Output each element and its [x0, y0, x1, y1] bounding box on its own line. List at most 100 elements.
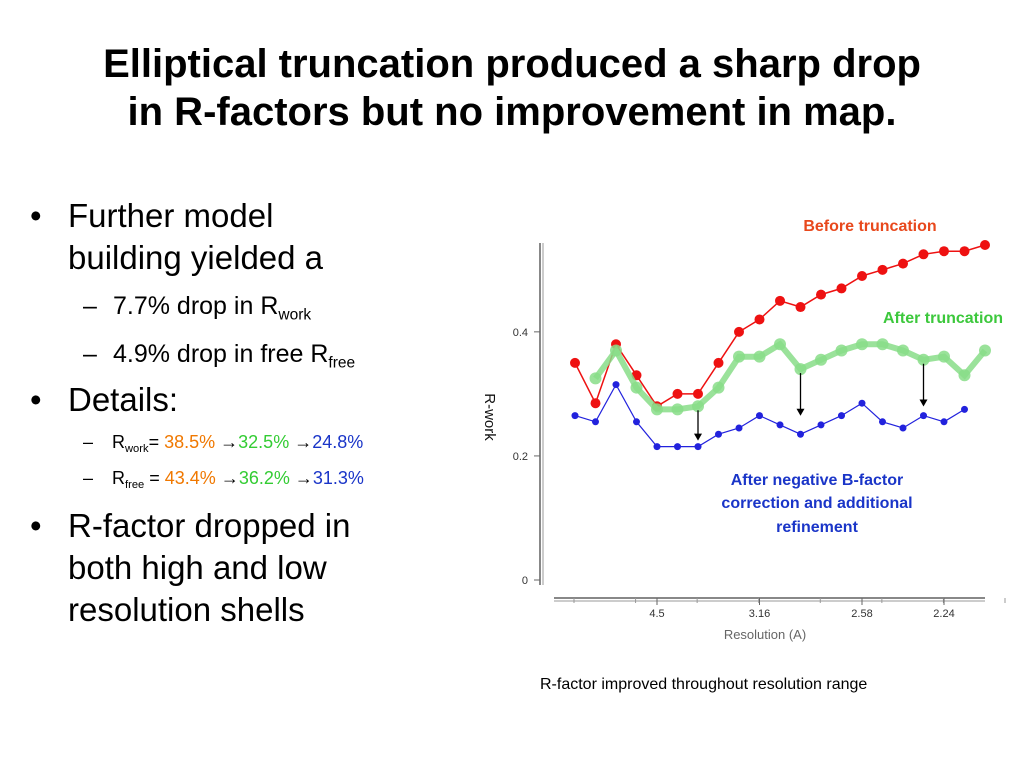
slide-title: Elliptical truncation produced a sharp d…: [0, 40, 1024, 136]
arrow-head: [919, 399, 928, 407]
y-axis-title: R-work: [481, 393, 498, 441]
rwork-drop-text: 7.7% drop in R: [113, 292, 279, 320]
rwork-after: 32.5%: [238, 432, 290, 452]
data-point: [712, 381, 725, 394]
bullet-model-building: • Further model building yielded a: [30, 195, 470, 279]
data-point: [735, 424, 743, 432]
data-point: [693, 388, 703, 399]
data-point: [797, 430, 804, 438]
data-point: [938, 350, 950, 363]
bullet1-line1: Further model: [68, 197, 274, 234]
arrow: →: [294, 468, 313, 488]
title-line-1: Elliptical truncation produced a sharp d…: [103, 42, 921, 86]
y-tick-label: 0: [522, 575, 528, 587]
arrow-head: [694, 433, 702, 441]
series-line-2: [574, 383, 965, 448]
data-point: [754, 314, 765, 325]
data-point: [856, 338, 868, 351]
data-point: [672, 388, 683, 399]
annotation-label: refinement: [776, 519, 858, 536]
equals: =: [148, 432, 160, 452]
rfree-after: 36.2%: [238, 468, 290, 488]
data-point: [816, 289, 826, 300]
annotation-label: After negative B-factor: [731, 472, 903, 489]
data-point: [961, 405, 968, 413]
chart-annotations: Before truncation After truncation After n…: [694, 218, 1003, 536]
data-point: [815, 353, 827, 366]
data-point: [715, 430, 722, 438]
data-point: [651, 403, 663, 416]
detail-rwork: – Rwork= 38.5% →32.5% →24.8%: [30, 429, 470, 455]
rfree-drop-sub: free: [328, 354, 356, 372]
data-point: [610, 344, 622, 357]
data-point: [898, 258, 908, 269]
data-point: [692, 400, 704, 413]
data-point: [612, 381, 620, 389]
data-point: [653, 443, 661, 451]
rwork-drop-sub: work: [278, 306, 312, 324]
arrow-head: [796, 408, 805, 416]
data-point: [776, 421, 784, 429]
rfree-before: 43.4%: [164, 468, 216, 488]
detail-rfree: – Rfree = 43.4% →36.2% →31.3%: [30, 465, 470, 491]
data-point: [897, 344, 909, 357]
y-tick-label: 0.4: [513, 327, 528, 339]
bullet-dot: •: [30, 381, 42, 418]
data-point: [795, 302, 806, 313]
data-point: [734, 326, 744, 337]
details-label: Details:: [68, 381, 179, 418]
bullet-list: • Further model building yielded a – 7.7…: [30, 195, 470, 631]
bullet-dot: •: [30, 197, 42, 234]
rfree-drop-text: 4.9% drop in free R: [113, 340, 329, 368]
data-point: [979, 344, 991, 357]
data-point: [674, 443, 681, 451]
data-point: [592, 418, 599, 426]
rwork-sub: work: [125, 442, 149, 455]
bullet-dot: •: [30, 507, 42, 544]
dash: –: [83, 432, 94, 452]
data-point: [836, 283, 847, 294]
dash: –: [83, 292, 97, 320]
bullet-rfactor-dropped: • R-factor dropped in both high and low …: [30, 505, 470, 631]
data-point: [630, 381, 643, 394]
bullet-details: • Details:: [30, 379, 470, 421]
data-point: [589, 372, 602, 385]
data-point: [571, 412, 579, 420]
data-point: [590, 398, 601, 409]
chart-caption: R-factor improved throughout resolution …: [540, 676, 868, 693]
data-point: [633, 418, 640, 426]
arrow: →: [294, 432, 313, 452]
chart-axes: 0 0.2 0.4 R-work 4.5 3.16 2.58 2.24 Resolution (…: [481, 243, 1006, 642]
arrow: →: [220, 468, 239, 488]
rwork-symbol: R: [112, 432, 125, 452]
annotation-label: correction and additional: [721, 495, 912, 512]
data-point: [980, 240, 990, 250]
data-point: [694, 443, 702, 451]
data-point: [817, 421, 825, 429]
x-tick-label: 2.24: [933, 608, 954, 620]
arrow: →: [220, 432, 239, 452]
data-point: [857, 271, 867, 282]
data-point: [899, 424, 907, 432]
bullet3-line2: both high and low: [68, 549, 327, 586]
data-point: [794, 363, 807, 376]
dash: –: [83, 340, 97, 368]
y-tick-label: 0.2: [513, 451, 528, 463]
x-tick-label: 3.16: [749, 608, 770, 620]
data-point: [774, 338, 786, 351]
data-point: [940, 418, 948, 426]
data-point: [775, 295, 785, 306]
bullet3-line3: resolution shells: [68, 591, 305, 628]
data-point: [733, 350, 745, 363]
data-point: [858, 399, 866, 407]
chart-series: [570, 240, 991, 451]
data-point: [877, 264, 888, 275]
data-point: [838, 412, 845, 420]
data-point: [671, 403, 684, 416]
data-point: [920, 412, 927, 420]
data-point: [959, 246, 970, 257]
rwork-before: 38.5%: [164, 432, 216, 452]
equals: =: [144, 468, 160, 488]
data-point: [879, 418, 886, 426]
data-point: [918, 249, 929, 260]
